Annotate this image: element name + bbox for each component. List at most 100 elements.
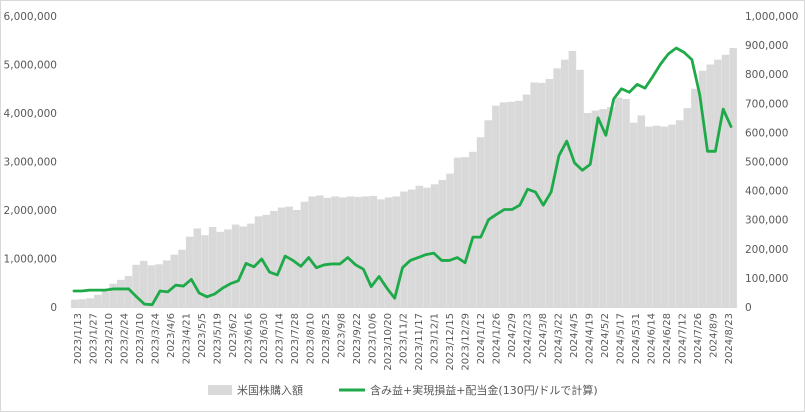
right-tick-label: 1,000,000 — [745, 11, 798, 23]
bar — [407, 189, 416, 307]
x-tick-label: 2024/5/2 — [600, 313, 611, 358]
bar — [300, 201, 309, 307]
legend-label-bar: 米国株購入額 — [237, 383, 303, 397]
bar — [461, 157, 469, 307]
left-tick-label: 4,000,000 — [4, 108, 57, 120]
bar — [637, 115, 646, 308]
bar — [522, 94, 531, 307]
bar — [530, 82, 538, 307]
bar — [178, 249, 186, 307]
x-tick-label: 2024/2/9 — [507, 313, 518, 358]
bar — [346, 196, 355, 307]
x-tick-label: 2024/5/17 — [616, 313, 627, 364]
x-tick-label: 2023/6/16 — [244, 313, 255, 364]
bar — [430, 184, 439, 307]
x-tick-label: 2023/6/2 — [228, 313, 239, 358]
bar — [392, 196, 401, 307]
bar — [553, 68, 561, 307]
bar — [515, 100, 523, 308]
bar — [629, 122, 638, 307]
bar — [714, 59, 722, 308]
bar — [193, 228, 202, 307]
x-tick-label: 2023/7/28 — [290, 313, 301, 364]
bar — [652, 125, 661, 307]
bar — [162, 260, 171, 307]
x-tick-label: 2024/3/8 — [538, 313, 549, 358]
x-tick-label: 2024/1/26 — [492, 313, 503, 364]
x-tick-label: 2024/8/9 — [709, 313, 720, 358]
right-tick-label: 400,000 — [745, 186, 788, 198]
x-tick-label: 2023/11/2 — [399, 313, 410, 364]
x-tick-label: 2024/8/23 — [724, 313, 735, 364]
legend-label-line: 含み益+実現損益+配当金(130円/ドルで計算) — [370, 383, 598, 397]
bar-series — [71, 48, 737, 308]
bar — [698, 70, 707, 307]
bar — [369, 195, 378, 307]
legend: 米国株購入額 含み益+実現損益+配当金(130円/ドルで計算) — [208, 383, 598, 397]
bar — [591, 110, 600, 307]
bar — [94, 294, 102, 308]
x-tick-label: 2024/1/12 — [476, 313, 487, 364]
bar — [691, 88, 699, 307]
left-tick-label: 2,000,000 — [4, 205, 57, 217]
left-tick-label: 5,000,000 — [4, 60, 57, 72]
right-axis: 0 100,000 200,000 300,000 400,000 500,000 600,… — [745, 11, 798, 314]
bar — [645, 126, 653, 307]
bar — [492, 105, 500, 307]
x-tick-label: 2023/12/1 — [430, 313, 441, 364]
bar — [117, 279, 125, 307]
x-tick-label: 2024/7/26 — [693, 313, 704, 364]
bar — [71, 299, 79, 307]
bar — [606, 107, 615, 308]
x-tick-label: 2023/8/25 — [321, 313, 332, 364]
bar — [706, 64, 714, 307]
bar — [262, 214, 270, 307]
bar — [446, 173, 454, 308]
bar — [361, 196, 370, 307]
bar — [316, 195, 324, 307]
bar — [293, 210, 301, 307]
x-tick-label: 2023/1/13 — [73, 313, 84, 364]
bar — [339, 197, 347, 307]
right-tick-label: 600,000 — [745, 127, 788, 139]
x-tick-label: 2023/4/6 — [166, 313, 177, 358]
bar — [354, 196, 362, 307]
x-tick-label: 2023/10/6 — [368, 313, 379, 364]
bar — [185, 236, 194, 307]
bar — [400, 191, 408, 307]
bar — [729, 48, 737, 307]
bar — [683, 108, 691, 308]
x-tick-label: 2023/5/19 — [213, 313, 224, 364]
legend-swatch-bar — [208, 385, 232, 395]
bar — [155, 264, 163, 307]
x-tick-label: 2023/9/22 — [352, 313, 363, 364]
bar — [109, 283, 117, 307]
bar — [224, 229, 232, 307]
x-tick-label: 2023/3/10 — [135, 313, 146, 364]
x-tick-label: 2023/4/21 — [182, 313, 193, 364]
x-tick-label: 2024/4/5 — [569, 313, 580, 358]
bar — [675, 120, 684, 308]
bar — [668, 124, 676, 307]
bar — [507, 101, 515, 307]
bar — [139, 260, 148, 307]
bar — [170, 254, 179, 307]
x-tick-label: 2023/2/24 — [120, 313, 131, 364]
x-tick-label: 2023/2/10 — [104, 313, 115, 364]
bar — [216, 231, 225, 307]
bar — [277, 207, 286, 307]
bar — [308, 196, 316, 307]
bar — [476, 137, 485, 307]
left-axis: 0 1,000,000 2,000,000 3,000,000 4,000,000 5,0… — [4, 11, 57, 314]
right-tick-label: 200,000 — [745, 244, 788, 256]
bar — [583, 113, 592, 307]
x-tick-label: 2024/4/19 — [585, 313, 596, 364]
x-tick-label: 2023/8/10 — [306, 313, 317, 364]
bar — [231, 224, 240, 307]
line-path — [72, 46, 733, 307]
x-tick-label: 2023/6/30 — [259, 313, 270, 364]
x-tick-label: 2023/3/24 — [151, 313, 162, 364]
left-tick-label: 0 — [50, 302, 57, 314]
x-tick-label: 2023/11/17 — [414, 313, 425, 371]
